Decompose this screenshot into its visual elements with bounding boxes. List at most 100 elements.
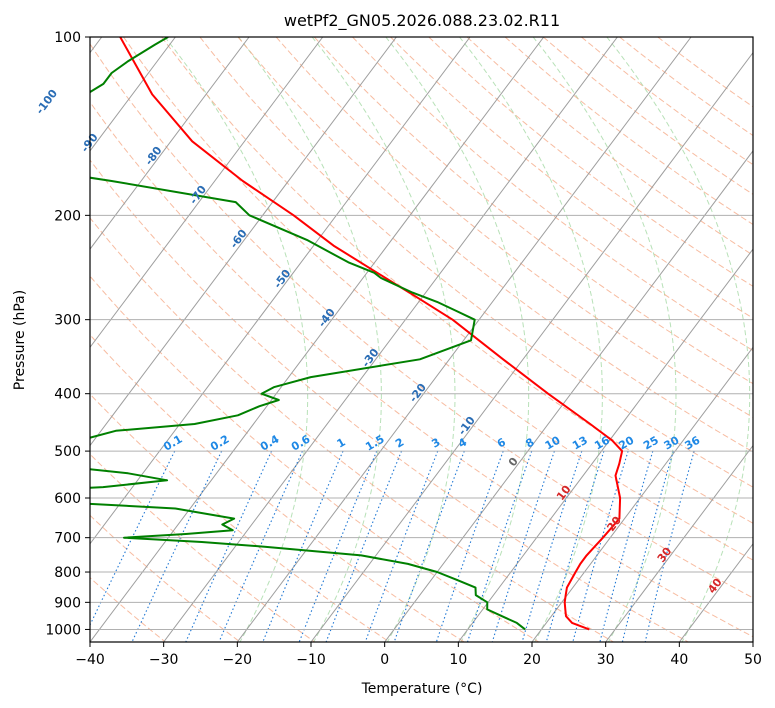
- moist-adiabat-line: [385, 37, 530, 642]
- isotherm-label: -80: [142, 144, 165, 168]
- y-tick-label: 800: [54, 565, 81, 581]
- dry-adiabat-line: [313, 37, 753, 385]
- plot-frame: [89, 36, 754, 643]
- dry-adiabat-line: [90, 275, 540, 642]
- mixing-ratio-line: [90, 450, 176, 627]
- isotherm-line: [531, 346, 753, 642]
- dry-adiabat-line: [90, 217, 614, 642]
- y-tick-label: 900: [54, 595, 81, 611]
- isotherm-label: -70: [187, 183, 210, 207]
- isotherm-label: 40: [705, 576, 725, 596]
- mixing-ratio-line: [435, 450, 504, 642]
- dry-adiabat-line: [237, 37, 753, 453]
- x-tick-label: 20: [523, 652, 541, 668]
- temperature-line: [119, 37, 624, 631]
- x-tick-label: −20: [223, 652, 253, 668]
- x-tick-label: 0: [380, 652, 389, 668]
- dry-adiabat-line: [90, 334, 465, 642]
- y-tick-label: 200: [54, 208, 81, 224]
- mixing-ratio-label: 4: [456, 435, 469, 450]
- series-group: [90, 37, 624, 631]
- dry-adiabat-line: [90, 101, 753, 638]
- dry-adiabat-line: [581, 37, 753, 166]
- isotherm-line: [90, 37, 471, 545]
- moist-adiabat-line: [459, 37, 603, 642]
- mixing-ratio-label: 2: [393, 436, 406, 451]
- y-tick-label: 600: [54, 491, 81, 507]
- mixing-ratio-line: [393, 450, 465, 642]
- y-tick-label: 400: [54, 387, 81, 403]
- y-axis-label: Pressure (hPa): [12, 290, 28, 390]
- isotherm-line: [163, 37, 618, 642]
- isotherm-label: -40: [316, 306, 339, 330]
- isotherm-line: [236, 37, 692, 642]
- dry-adiabat-line: [390, 37, 753, 319]
- y-tick-label: 1000: [45, 622, 81, 638]
- mixing-ratio-label: 16: [592, 433, 612, 452]
- mixing-ratio-line: [298, 450, 378, 642]
- isopleth-labels: -100-90-80-70-60-50-40-30-20-10010203040…: [33, 87, 725, 596]
- mixing-ratio-line: [466, 450, 533, 642]
- dry-adiabat-line: [90, 453, 315, 642]
- mixing-ratio-label: 36: [682, 433, 702, 452]
- isotherm-label: -100: [33, 87, 60, 117]
- pressure-gridlines: [90, 37, 753, 630]
- moist-adiabat-line: [238, 37, 382, 642]
- moist-adiabat-line: [311, 37, 456, 642]
- isotherm-line: [90, 37, 324, 349]
- dry-adiabat-line: [542, 37, 753, 195]
- chart-title: wetPf2_GN05.2026.088.23.02.R11: [284, 11, 560, 31]
- mixing-ratio-line: [325, 450, 403, 642]
- mixing-ratio-line: [521, 450, 583, 642]
- mixing-ratio-line: [262, 450, 344, 642]
- isotherm-line: [90, 37, 176, 152]
- x-tick-label: −10: [296, 652, 326, 668]
- mixing-ratio-line: [491, 450, 555, 642]
- mixing-ratio-line: [131, 450, 223, 642]
- moist-adiabat-line: [164, 37, 309, 642]
- x-tick-label: −40: [75, 652, 105, 668]
- mixing-ratio-label: 25: [641, 434, 661, 453]
- mixing-ratio-label: 8: [523, 436, 536, 451]
- isotherm-label: -20: [407, 381, 430, 405]
- isotherm-label: 20: [604, 514, 624, 534]
- dry-adiabat-line: [275, 37, 753, 418]
- moist-adiabat-line: [532, 37, 677, 642]
- isotherm-line: [605, 444, 753, 642]
- y-tick-label: 100: [54, 30, 81, 46]
- mixing-ratio-label: 13: [570, 434, 590, 453]
- dry-adiabat-line: [161, 37, 753, 524]
- dry-adiabat-line: [466, 37, 753, 256]
- mixing-ratio-label: 1.5: [363, 433, 386, 454]
- dewpoint-line: [90, 37, 526, 631]
- mixing-ratio-line: [644, 450, 695, 642]
- x-axis-label: Temperature (°C): [361, 681, 483, 697]
- mixing-ratio-label: 30: [662, 433, 682, 452]
- x-tick-label: −30: [149, 652, 179, 668]
- y-tick-label: 300: [54, 313, 81, 329]
- isotherm-label: -60: [227, 227, 250, 251]
- dry-adiabat-line: [90, 43, 753, 599]
- mixing-ratio-label: 1: [335, 436, 348, 451]
- x-tick-label: 30: [597, 652, 615, 668]
- y-tick-label: 700: [54, 531, 81, 547]
- dry-adiabat-line: [123, 37, 753, 561]
- mixing-ratio-line: [364, 450, 439, 642]
- mixing-ratio-line: [621, 450, 674, 642]
- isotherm-line: [678, 542, 753, 642]
- x-axis: −40 −30 −20 −10 0 10 20 30 40 50: [75, 642, 762, 668]
- mixing-ratio-label: 0.2: [208, 433, 231, 454]
- isotherm-line: [310, 51, 753, 642]
- dry-adiabat-line: [199, 37, 753, 488]
- mixing-ratio-label: 6: [495, 435, 508, 450]
- dry-adiabat-line: [90, 514, 241, 642]
- x-tick-label: 40: [670, 652, 688, 668]
- isotherm-line: [457, 248, 753, 642]
- isotherm-line: [384, 150, 753, 642]
- dry-adiabat-line: [90, 159, 689, 642]
- mixing-ratio-line: [599, 450, 654, 642]
- isotherm-label: -10: [456, 414, 479, 438]
- mixing-ratio-label: 3: [429, 436, 442, 451]
- dry-adiabat-line: [90, 393, 390, 642]
